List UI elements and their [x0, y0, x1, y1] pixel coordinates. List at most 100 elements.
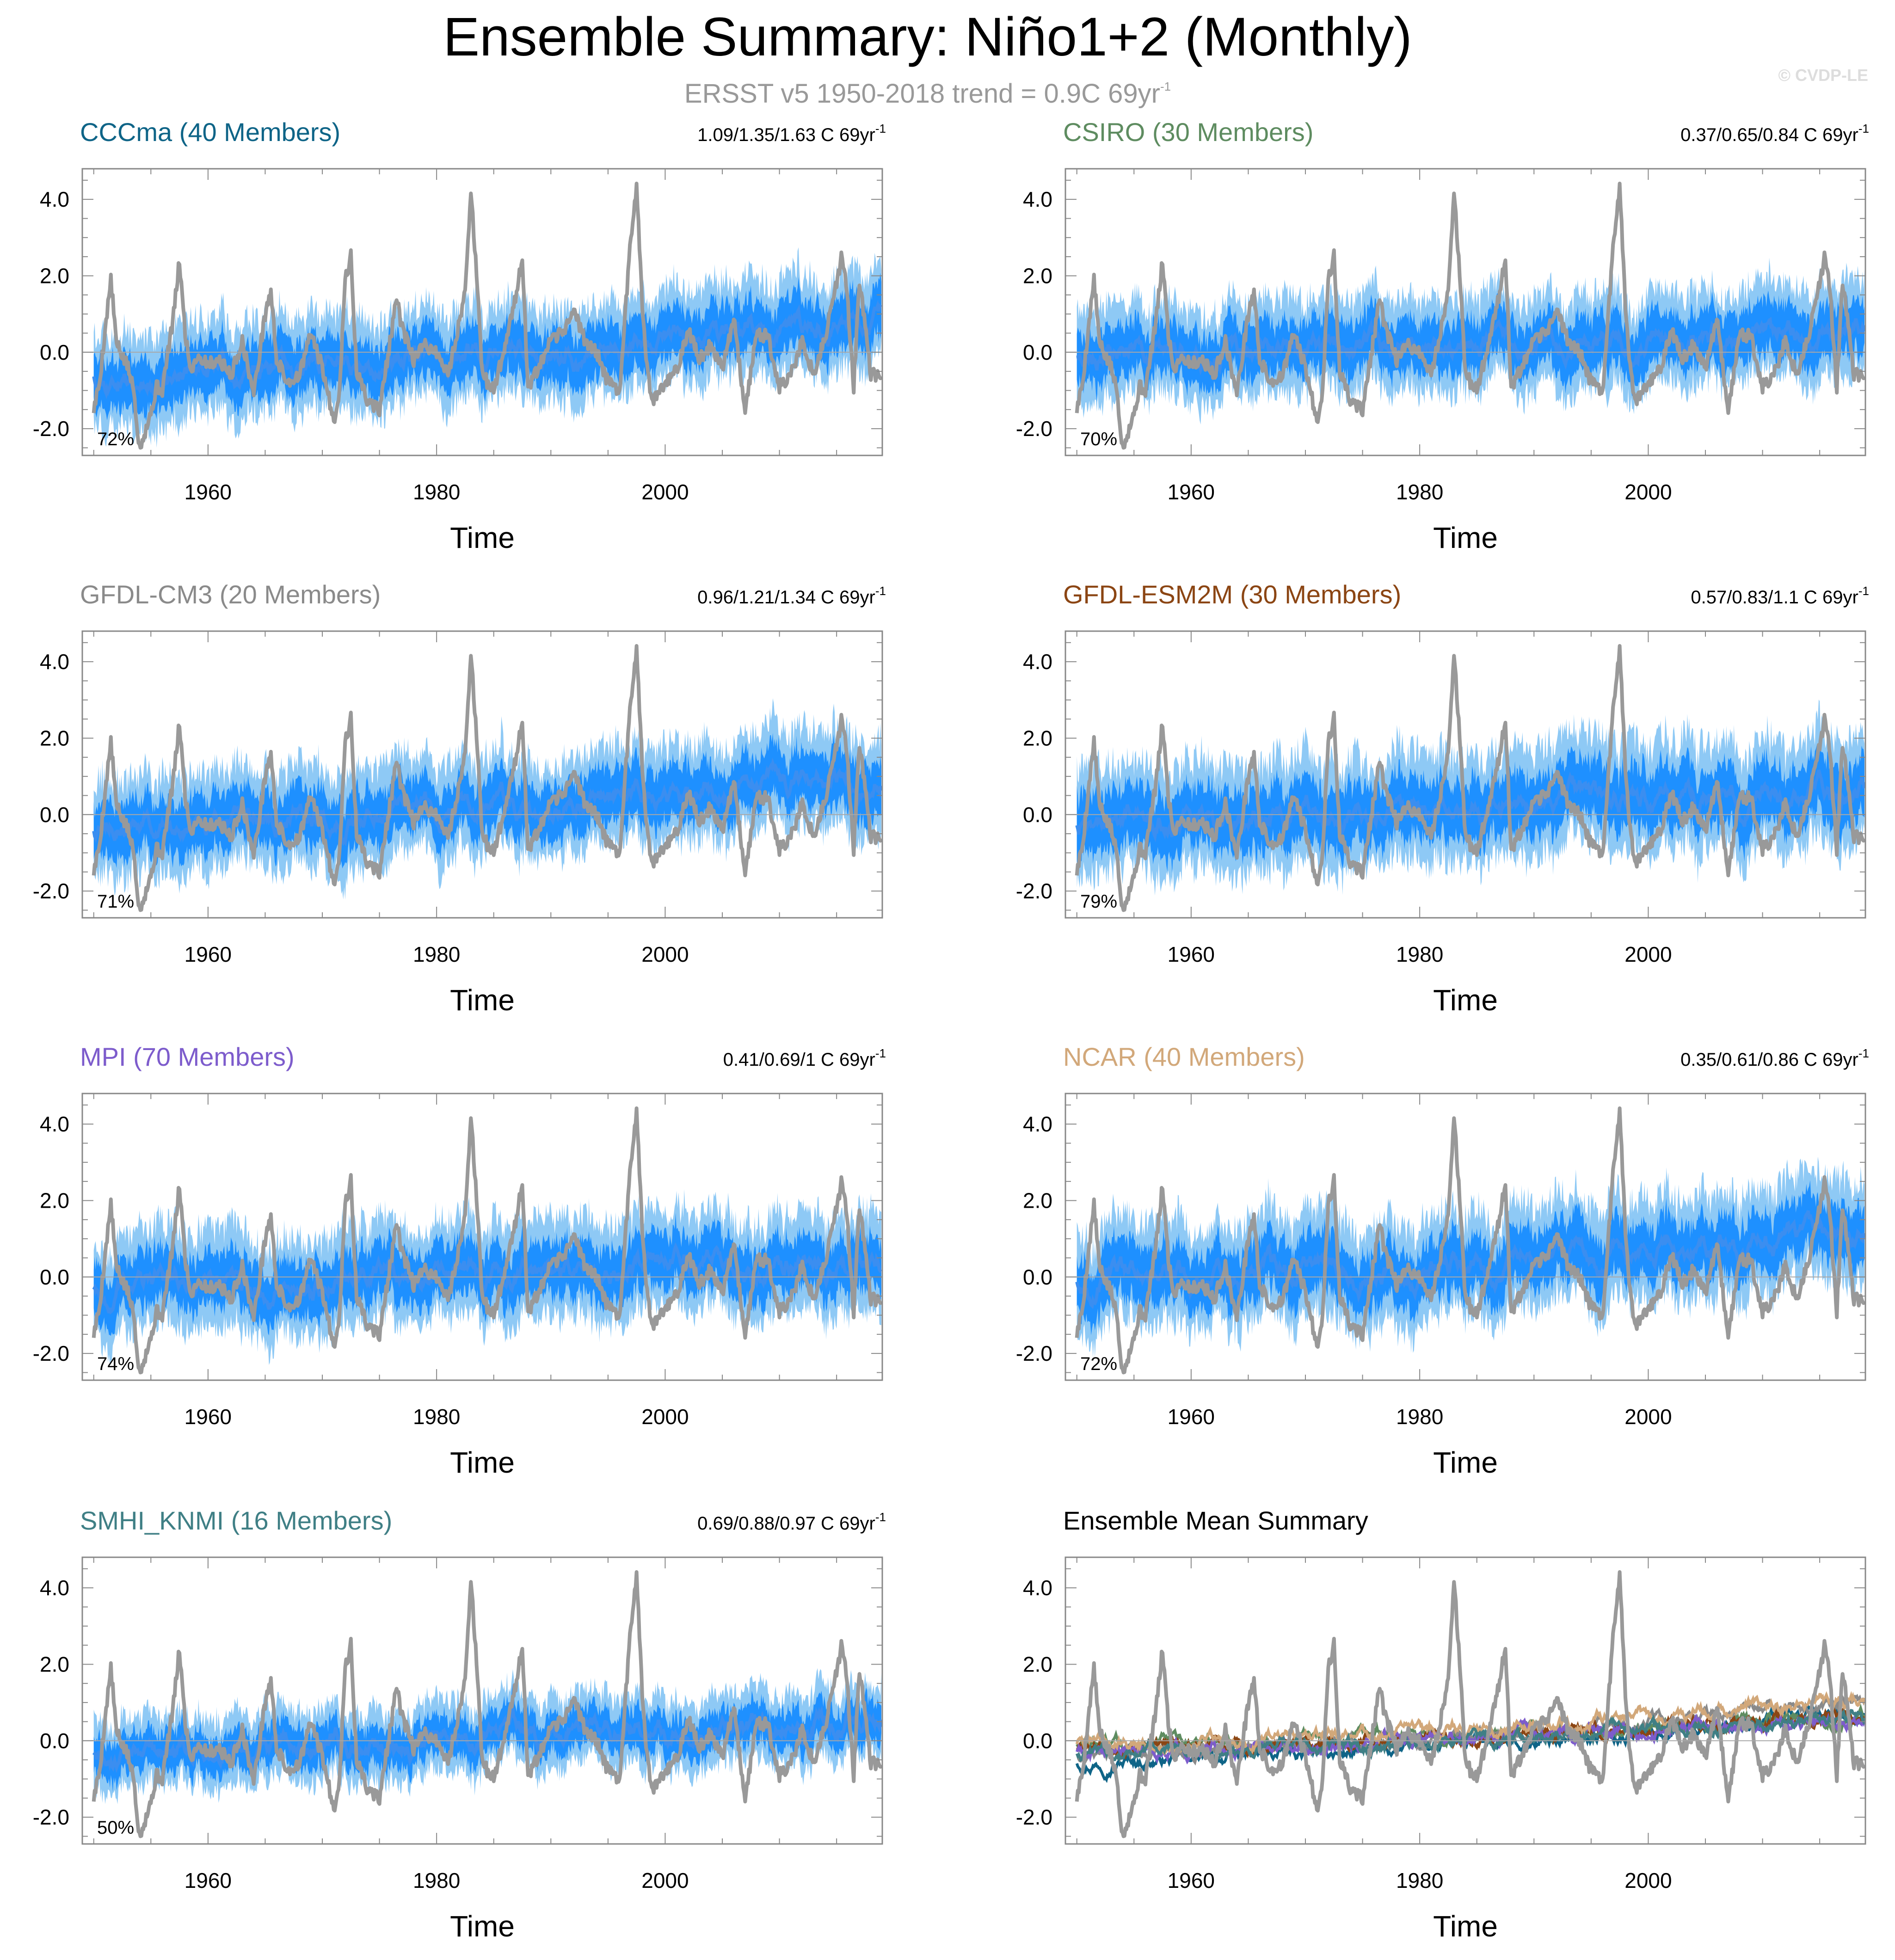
panel-4: MPI (70 Members) 0.41/0.69/1 C 69yr-1 -2.0…	[33, 1042, 886, 1479]
copyright-label: © CVDP-LE	[1778, 66, 1868, 85]
percent-label: 70%	[1080, 429, 1117, 449]
y-tick-label: -2.0	[1016, 1341, 1052, 1365]
x-tick-label: 1960	[185, 942, 232, 966]
panel-title: NCAR (40 Members)	[1063, 1042, 1305, 1071]
panel-1: CSIRO (30 Members) 0.37/0.65/0.84 C 69yr-…	[1016, 117, 1869, 554]
plot-frame	[1064, 1556, 1866, 1845]
subtitle-superscript: -1	[1160, 80, 1171, 93]
trend-superscript: -1	[875, 122, 886, 135]
trend-label: 0.35/0.61/0.86 C 69yr-1	[1680, 1046, 1869, 1070]
y-tick-label: 4.0	[1023, 187, 1052, 211]
y-tick-label: 4.0	[40, 1576, 69, 1600]
plot-frame	[1064, 168, 1866, 456]
y-tick-label: 0.0	[1023, 803, 1052, 827]
x-axis-label: Time	[450, 1446, 515, 1479]
x-tick-label: 1980	[1396, 480, 1443, 504]
percent-label: 72%	[1080, 1354, 1117, 1374]
x-axis-label: Time	[450, 521, 515, 554]
figure-title: Ensemble Summary: Niño1+2 (Monthly)	[443, 6, 1412, 68]
trend-values: 0.35/0.61/0.86 C 69yr	[1680, 1050, 1858, 1070]
panel-title: CSIRO (30 Members)	[1063, 117, 1313, 147]
x-axis-label: Time	[1433, 1910, 1498, 1943]
trend-values: 0.69/0.88/0.97 C 69yr	[697, 1513, 875, 1534]
panel-7: Ensemble Mean Summary -2.0 0.0 2.0 4.0 1960 19…	[1016, 1506, 1866, 1943]
trend-values: 0.96/1.21/1.34 C 69yr	[697, 587, 875, 608]
y-tick-label: 2.0	[1023, 264, 1052, 288]
x-tick-label: 2000	[1624, 1405, 1672, 1429]
y-tick-label: 4.0	[40, 187, 69, 211]
x-tick-label: 1980	[413, 1405, 460, 1429]
y-tick-label: -2.0	[1016, 417, 1052, 441]
trend-superscript: -1	[875, 1046, 886, 1060]
trend-superscript: -1	[1858, 1046, 1869, 1060]
y-tick-label: 2.0	[40, 726, 69, 750]
plot-area	[82, 1106, 882, 1375]
plot-frame	[81, 630, 883, 919]
y-tick-label: 2.0	[40, 1652, 69, 1676]
observed-line	[1075, 1570, 1865, 1838]
panels-group: CCCma (40 Members) 1.09/1.35/1.63 C 69yr-…	[33, 117, 1869, 1943]
ensemble-spread-inner	[93, 1684, 881, 1792]
panel-5: NCAR (40 Members) 0.35/0.61/0.86 C 69yr-1…	[1016, 1042, 1869, 1479]
plot-area	[82, 644, 882, 912]
panel-title: MPI (70 Members)	[80, 1042, 295, 1071]
percent-label: 50%	[97, 1818, 134, 1838]
trend-superscript: -1	[1858, 584, 1869, 598]
y-tick-label: 0.0	[40, 803, 69, 827]
plot-area	[1065, 1106, 1865, 1375]
observed-line	[1075, 181, 1865, 450]
x-tick-label: 2000	[1624, 942, 1672, 966]
y-tick-label: 2.0	[40, 264, 69, 288]
y-tick-label: 0.0	[1023, 340, 1052, 364]
trend-label: 0.41/0.69/1 C 69yr-1	[723, 1046, 886, 1070]
x-tick-label: 1960	[1168, 1405, 1215, 1429]
y-tick-label: 2.0	[1023, 1188, 1052, 1212]
x-tick-label: 1980	[413, 1868, 460, 1892]
panel-0: CCCma (40 Members) 1.09/1.35/1.63 C 69yr-…	[33, 117, 886, 554]
y-tick-label: 0.0	[40, 340, 69, 364]
plot-frame	[81, 1556, 883, 1845]
y-tick-label: 4.0	[1023, 1112, 1052, 1136]
y-tick-label: 4.0	[40, 1112, 69, 1136]
x-tick-label: 2000	[1624, 480, 1672, 504]
series-line-ncar	[1075, 1691, 1865, 1756]
observed-line	[1075, 1106, 1865, 1375]
plot-frame	[81, 168, 883, 456]
percent-label: 72%	[97, 429, 134, 449]
y-tick-label: 2.0	[1023, 1652, 1052, 1676]
plot-area	[1065, 644, 1865, 912]
y-tick-label: 4.0	[1023, 650, 1052, 674]
x-tick-label: 1980	[1396, 1405, 1443, 1429]
ensemble-mean-line	[1075, 769, 1865, 842]
x-axis-label: Time	[1433, 521, 1498, 554]
x-axis-label: Time	[450, 983, 515, 1017]
panel-title: CCCma (40 Members)	[80, 117, 340, 147]
plot-area	[82, 181, 882, 450]
y-tick-label: 0.0	[1023, 1265, 1052, 1289]
trend-superscript: -1	[1858, 122, 1869, 135]
series-line-mpi	[1075, 1712, 1865, 1765]
x-tick-label: 1960	[1168, 1868, 1215, 1892]
y-tick-label: -2.0	[33, 1805, 69, 1829]
panel-title: GFDL-CM3 (20 Members)	[80, 580, 381, 609]
x-tick-label: 1960	[185, 480, 232, 504]
panel-title: Ensemble Mean Summary	[1063, 1506, 1368, 1535]
trend-label: 0.69/0.88/0.97 C 69yr-1	[697, 1510, 886, 1534]
subtitle-text: ERSST v5 1950-2018 trend = 0.9C 69yr	[684, 79, 1160, 109]
trend-label: 1.09/1.35/1.63 C 69yr-1	[697, 122, 886, 145]
percent-label: 74%	[97, 1354, 134, 1374]
x-tick-label: 1980	[1396, 942, 1443, 966]
y-tick-label: 0.0	[1023, 1729, 1052, 1753]
trend-values: 0.41/0.69/1 C 69yr	[723, 1050, 875, 1070]
plot-area	[1065, 1570, 1865, 1838]
panel-title: GFDL-ESM2M (30 Members)	[1063, 580, 1401, 609]
plot-frame	[1064, 1093, 1866, 1381]
y-tick-label: -2.0	[1016, 879, 1052, 903]
percent-label: 71%	[97, 891, 134, 912]
trend-label: 0.57/0.83/1.1 C 69yr-1	[1691, 584, 1869, 608]
x-tick-label: 1980	[413, 480, 460, 504]
y-tick-label: -2.0	[1016, 1805, 1052, 1829]
x-tick-label: 1960	[1168, 480, 1215, 504]
y-tick-label: 0.0	[40, 1729, 69, 1753]
